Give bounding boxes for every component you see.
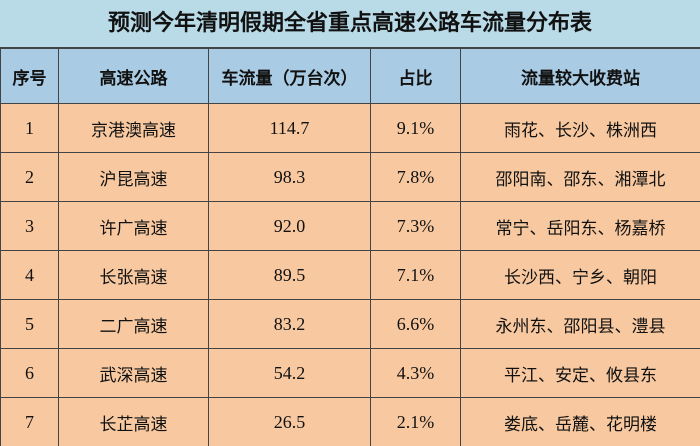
table-cell: 二广高速 <box>58 299 209 349</box>
table-cell: 3 <box>0 201 59 251</box>
table-cell: 京港澳高速 <box>58 103 209 153</box>
flow-table: 序号 高速公路 车流量（万台次） 占比 流量较大收费站 1 京港澳高速 114.7 9.1% 雨… <box>0 48 700 446</box>
table-row: 4 长张高速 89.5 7.1% 长沙西、宁乡、朝阳 <box>0 250 700 300</box>
table-cell: 许广高速 <box>58 201 209 251</box>
table-cell: 7.1% <box>370 250 461 300</box>
table-cell: 98.3 <box>208 152 371 202</box>
table-cell: 89.5 <box>208 250 371 300</box>
table-cell: 4.3% <box>370 348 461 398</box>
table-cell: 2.1% <box>370 397 461 446</box>
table-cell: 平江、安定、攸县东 <box>460 348 700 398</box>
table-row: 5 二广高速 83.2 6.6% 永州东、邵阳县、澧县 <box>0 299 700 349</box>
column-header: 占比 <box>370 48 461 104</box>
table-cell: 9.1% <box>370 103 461 153</box>
table-cell: 92.0 <box>208 201 371 251</box>
table-cell: 5 <box>0 299 59 349</box>
header-row: 序号 高速公路 车流量（万台次） 占比 流量较大收费站 <box>0 48 700 104</box>
table-body: 1 京港澳高速 114.7 9.1% 雨花、长沙、株洲西 2 沪昆高速 98.3 7.8% 邵阳南… <box>0 103 700 446</box>
table-cell: 6.6% <box>370 299 461 349</box>
column-header: 流量较大收费站 <box>460 48 700 104</box>
table-cell: 长沙西、宁乡、朝阳 <box>460 250 700 300</box>
table-row: 1 京港澳高速 114.7 9.1% 雨花、长沙、株洲西 <box>0 103 700 153</box>
table-cell: 沪昆高速 <box>58 152 209 202</box>
table-cell: 83.2 <box>208 299 371 349</box>
table-row: 6 武深高速 54.2 4.3% 平江、安定、攸县东 <box>0 348 700 398</box>
column-header: 车流量（万台次） <box>208 48 371 104</box>
table-cell: 邵阳南、邵东、湘潭北 <box>460 152 700 202</box>
table-cell: 114.7 <box>208 103 371 153</box>
table-cell: 永州东、邵阳县、澧县 <box>460 299 700 349</box>
table-row: 2 沪昆高速 98.3 7.8% 邵阳南、邵东、湘潭北 <box>0 152 700 202</box>
table-cell: 武深高速 <box>58 348 209 398</box>
table-cell: 1 <box>0 103 59 153</box>
table-cell: 长芷高速 <box>58 397 209 446</box>
table-cell: 4 <box>0 250 59 300</box>
table-cell: 2 <box>0 152 59 202</box>
table-cell: 7.8% <box>370 152 461 202</box>
table-cell: 雨花、长沙、株洲西 <box>460 103 700 153</box>
table-row: 7 长芷高速 26.5 2.1% 娄底、岳麓、花明楼 <box>0 397 700 446</box>
column-header: 高速公路 <box>58 48 209 104</box>
table-cell: 6 <box>0 348 59 398</box>
table-cell: 长张高速 <box>58 250 209 300</box>
column-header: 序号 <box>0 48 59 104</box>
table-row: 3 许广高速 92.0 7.3% 常宁、岳阳东、杨嘉桥 <box>0 201 700 251</box>
table-cell: 7 <box>0 397 59 446</box>
table-cell: 54.2 <box>208 348 371 398</box>
table-cell: 7.3% <box>370 201 461 251</box>
table-title: 预测今年清明假期全省重点高速公路车流量分布表 <box>0 0 700 48</box>
table-cell: 26.5 <box>208 397 371 446</box>
table-cell: 娄底、岳麓、花明楼 <box>460 397 700 446</box>
table-cell: 常宁、岳阳东、杨嘉桥 <box>460 201 700 251</box>
